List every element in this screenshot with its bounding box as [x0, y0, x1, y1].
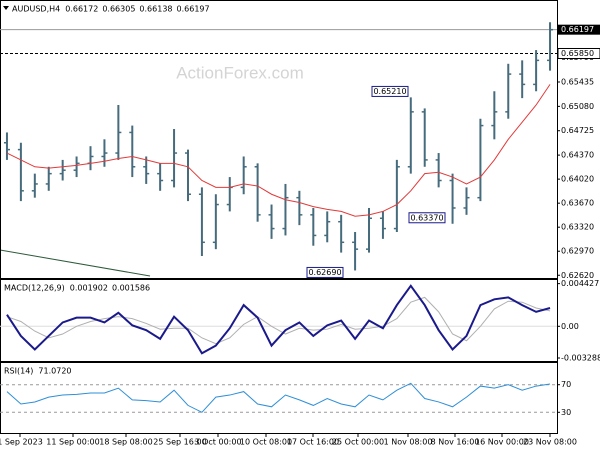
- symbol-marker: [3, 6, 9, 10]
- reading: 0.66197: [177, 5, 210, 14]
- y-tick-label: 0.64370: [561, 151, 594, 160]
- x-tick-label: 8 Nov 16:00: [431, 438, 480, 447]
- annotation-box: [306, 266, 344, 278]
- x-tick-label: 10 Oct 08:00: [240, 438, 292, 447]
- last-price-box: [558, 24, 600, 35]
- series-line: [6, 382, 551, 413]
- reading: 0.001586: [112, 284, 150, 293]
- y-tick-label: 0.62970: [561, 247, 594, 256]
- panel-title: RSI(14): [4, 367, 33, 376]
- y-tick-label: -0.003288: [561, 353, 600, 362]
- panel-frame: [0, 279, 558, 362]
- x-tick-label: 25 Oct 00:00: [332, 438, 384, 447]
- y-tick-label: 0.64725: [561, 126, 594, 135]
- x-tick-label: 25 Sep 16:00: [153, 438, 206, 447]
- level-box: [557, 47, 600, 59]
- x-tick-label: 23 Nov 08:00: [523, 438, 577, 447]
- level-label: 0.65850: [561, 49, 594, 58]
- y-tick-label: 0.004427: [561, 279, 599, 288]
- y-tick-label: 70: [561, 380, 571, 389]
- watermark: ActionForex.com: [176, 63, 304, 82]
- annotation-label: 0.65210: [373, 87, 406, 96]
- y-tick-label: 0.63670: [561, 199, 594, 208]
- annotation-box: [371, 85, 409, 97]
- reading: 0.001902: [70, 284, 108, 293]
- reading: 0.66138: [139, 5, 172, 14]
- x-tick-label: 18 Sep 08:00: [99, 438, 152, 447]
- y-tick-label: 0.65435: [561, 77, 594, 86]
- x-tick-label: 16 Nov 00:00: [475, 438, 529, 447]
- y-tick-label: 0.62620: [561, 271, 594, 280]
- y-tick-label: 0.00: [561, 322, 579, 331]
- y-tick-label: 0.64020: [561, 175, 594, 184]
- x-tick-label: 3 Oct 00:00: [194, 438, 241, 447]
- x-tick-label: 11 Sep 00:00: [46, 438, 99, 447]
- annotation-label: 0.62690: [308, 268, 341, 277]
- x-tick-label: 17 Oct 16:00: [287, 438, 339, 447]
- panel-title: MACD(12,26,9): [4, 284, 65, 293]
- annotation-label: 0.63370: [410, 213, 443, 222]
- panel-frame: [0, 0, 558, 279]
- reading: 0.66172: [65, 5, 98, 14]
- reading: 0.66305: [102, 5, 135, 14]
- series-line: [6, 284, 551, 355]
- reading: 71.0720: [38, 367, 71, 376]
- y-tick-label: 0.63320: [561, 223, 594, 232]
- panel-frame: [0, 362, 558, 434]
- annotation-box: [408, 212, 446, 224]
- panel-title: AUDUSD,H4: [12, 5, 60, 14]
- trend-line: [0, 249, 151, 277]
- x-tick-label: 1 Nov 08:00: [384, 438, 433, 447]
- y-tick-label: 30: [561, 408, 571, 417]
- y-tick-label: 0.65080: [561, 102, 594, 111]
- last-price-label: 0.66197: [561, 25, 594, 34]
- x-tick-label: 1 Sep 2023: [0, 438, 43, 447]
- moving-average: [6, 84, 551, 217]
